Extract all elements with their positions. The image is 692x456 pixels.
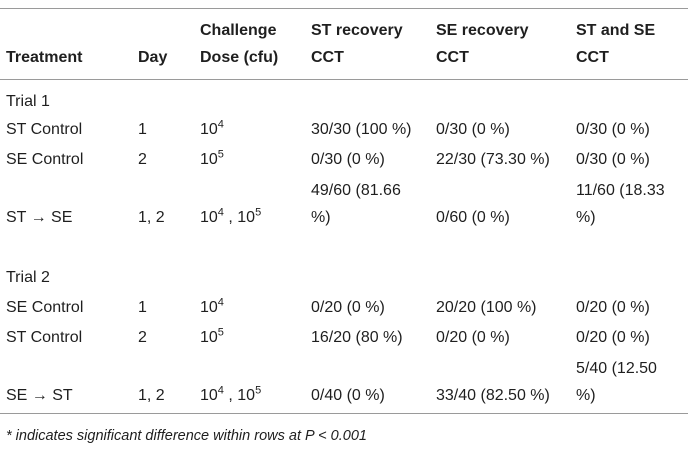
table-footnote: * indicates significant difference withi… — [6, 428, 367, 444]
table-row-t2r3-stse-line2: %) — [576, 387, 596, 404]
table-row-t2r2-treatment: ST Control — [6, 329, 83, 346]
table-row-t1r1-dose: 104 — [200, 118, 224, 138]
header-se-line2: CCT — [436, 49, 469, 66]
table-row-t1r3-se: 0/60 (0 %) — [436, 209, 510, 226]
table-row-t2r3-st: 0/40 (0 %) — [311, 387, 385, 404]
header-treatment: Treatment — [6, 49, 83, 66]
table-row-t2r2-se: 0/20 (0 %) — [436, 329, 510, 346]
trial2-label: Trial 2 — [6, 269, 50, 286]
header-stse-line2: CCT — [576, 49, 609, 66]
table-row-t1r1-day: 1 — [138, 121, 147, 138]
table-row-t2r3-day: 1, 2 — [138, 387, 165, 404]
table-row-t2r1-stse: 0/20 (0 %) — [576, 299, 650, 316]
table-row-t1r2-dose: 105 — [200, 148, 224, 168]
table-row-t1r3-stse-line1: 11/60 (18.33 — [576, 182, 665, 199]
table-row-t2r1-treatment: SE Control — [6, 299, 84, 316]
table-row-t1r3-st-line1: 49/60 (81.66 — [311, 182, 401, 199]
header-day: Day — [138, 49, 168, 66]
table-row-t1r3-treatment: ST → SE — [6, 209, 73, 226]
header-st-line2: CCT — [311, 49, 344, 66]
table-row-t2r1-se: 20/20 (100 %) — [436, 299, 537, 316]
table-row-t1r2-day: 2 — [138, 151, 147, 168]
table-row-t1r3-dose: 104 , 105 — [200, 206, 262, 226]
header-dose-line1: Challenge — [200, 22, 277, 39]
table-row-t1r2-stse: 0/30 (0 %) — [576, 151, 650, 168]
top-rule — [0, 8, 688, 9]
table-row-t2r2-stse: 0/20 (0 %) — [576, 329, 650, 346]
table-row-t2r2-st: 16/20 (80 %) — [311, 329, 403, 346]
table-row-t2r1-dose: 104 — [200, 296, 224, 316]
table-row-t2r3-treatment: SE → ST — [6, 387, 73, 404]
table-row-t1r1-se: 0/30 (0 %) — [436, 121, 510, 138]
trial1-label: Trial 1 — [6, 93, 50, 110]
table-row-t2r1-st: 0/20 (0 %) — [311, 299, 385, 316]
header-st-line1: ST recovery — [311, 22, 403, 39]
header-dose-line2: Dose (cfu) — [200, 49, 279, 66]
table-row-t1r3-stse-line2: %) — [576, 209, 596, 226]
table-row-t1r2-treatment: SE Control — [6, 151, 84, 168]
table-row-t1r2-se: 22/30 (73.30 %) — [436, 151, 550, 168]
table-row-t1r1-stse: 0/30 (0 %) — [576, 121, 650, 138]
header-stse-line1: ST and SE — [576, 22, 656, 39]
table-row-t1r3-st-line2: %) — [311, 209, 331, 226]
table-row-t2r3-stse-line1: 5/40 (12.50 — [576, 360, 657, 377]
table-row-t2r2-day: 2 — [138, 329, 147, 346]
table-row-t1r1-st: 30/30 (100 %) — [311, 121, 412, 138]
table-row-t2r3-dose: 104 , 105 — [200, 384, 262, 404]
table-row-t2r1-day: 1 — [138, 299, 147, 316]
table-row-t1r1-treatment: ST Control — [6, 121, 83, 138]
table-row-t2r3-se: 33/40 (82.50 %) — [436, 387, 550, 404]
bottom-rule — [0, 413, 688, 414]
table-row-t2r2-dose: 105 — [200, 326, 224, 346]
header-se-line1: SE recovery — [436, 22, 529, 39]
header-rule — [0, 79, 688, 80]
table-row-t1r3-day: 1, 2 — [138, 209, 165, 226]
table-row-t1r2-st: 0/30 (0 %) — [311, 151, 385, 168]
